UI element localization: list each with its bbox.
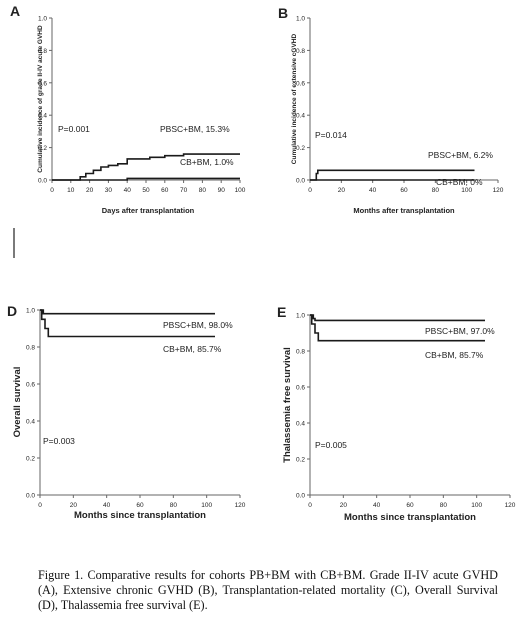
y-tick-label: 1.0 [38, 16, 47, 23]
series-line-2 [310, 314, 485, 342]
y-tick-label: 0.8 [296, 48, 305, 55]
series-line-2 [40, 309, 215, 338]
y-tick-label: 0.8 [296, 349, 305, 356]
y-tick-label: 0.6 [296, 385, 305, 392]
p-value-label: P=0.001 [58, 124, 90, 134]
x-axis-label: Days after transplantation [102, 206, 195, 215]
series-annotation: CB+BM, 0% [436, 177, 483, 187]
p-value-label: P=0.005 [315, 440, 347, 450]
y-tick-label: 0.2 [296, 457, 305, 464]
y-tick-label: 0.2 [296, 145, 305, 152]
chart-panel-b: B 0.0 0.2 0.4 0.6 0.8 1.0 0 20 40 60 80 100 120 Months… [278, 5, 504, 215]
x-tick-label: 80 [440, 502, 448, 509]
series-annotation: PBSC+BM, 6.2% [428, 150, 493, 160]
y-tick-label: 0.0 [38, 178, 47, 185]
y-tick-label: 1.0 [26, 308, 35, 315]
series-line-2 [52, 177, 240, 181]
series-annotation: PBSC+BM, 97.0% [425, 326, 495, 336]
x-tick-label: 80 [199, 187, 207, 194]
y-axis-label: Cumulative incidence of grade II-IV acut… [37, 25, 44, 173]
x-tick-label: 20 [338, 187, 346, 194]
y-tick-label: 0.0 [296, 493, 305, 500]
y-tick-label: 0.6 [296, 80, 305, 87]
x-tick-label: 90 [218, 187, 226, 194]
x-axis-label: Months since transplantation [344, 512, 476, 523]
x-tick-label: 40 [369, 187, 377, 194]
panel-letter: A [10, 3, 20, 19]
series-line-1 [52, 153, 240, 181]
x-tick-label: 120 [493, 187, 504, 194]
x-tick-label: 60 [400, 187, 408, 194]
series-annotation: PBSC+BM, 15.3% [160, 124, 230, 134]
x-tick-label: 20 [70, 502, 78, 509]
x-tick-label: 30 [105, 187, 113, 194]
chart-panel-e: E 0.0 0.2 0.4 0.6 0.8 1.0 0 20 40 60 80 100 120 Months… [277, 304, 516, 523]
y-tick-label: 0.8 [26, 345, 35, 352]
y-tick-label: 1.0 [296, 313, 305, 320]
figure-panels: A 0.0 0.2 0.4 0.6 0.8 1.0 0 10 20 30 40 50 60 70 80 90 10… [7, 3, 516, 523]
y-tick-label: 0.6 [26, 382, 35, 389]
x-tick-label: 50 [142, 187, 150, 194]
y-tick-label: 0.4 [296, 421, 305, 428]
x-tick-label: 20 [86, 187, 94, 194]
y-axis-label: Overall survival [12, 367, 23, 438]
series-line-1 [40, 309, 215, 315]
x-tick-label: 0 [50, 187, 54, 194]
x-tick-label: 40 [373, 502, 381, 509]
y-tick-label: 1.0 [296, 16, 305, 23]
chart-panel-d: D 0.0 0.2 0.4 0.6 0.8 1.0 0 20 40 60 80 100 120 Months… [7, 303, 246, 521]
x-tick-label: 100 [201, 502, 212, 509]
y-tick-label: 0.8 [38, 48, 47, 55]
x-tick-label: 100 [471, 502, 482, 509]
x-axis-label: Months since transplantation [74, 510, 206, 521]
series-annotation: CB+BM, 1.0% [180, 157, 234, 167]
x-tick-label: 0 [308, 502, 312, 509]
x-tick-label: 120 [505, 502, 516, 509]
x-tick-label: 10 [67, 187, 75, 194]
y-tick-label: 0.4 [38, 113, 47, 120]
x-tick-label: 0 [308, 187, 312, 194]
y-axis-label: Cumulative incidence of extensive cGVHD [291, 33, 298, 164]
p-value-label: P=0.014 [315, 130, 347, 140]
chart-panel-a: A 0.0 0.2 0.4 0.6 0.8 1.0 0 10 20 30 40 50 60 70 80 90 10… [10, 3, 246, 215]
y-tick-label: 0.2 [38, 145, 47, 152]
x-tick-label: 60 [136, 502, 144, 509]
x-tick-label: 20 [340, 502, 348, 509]
y-tick-label: 0.4 [296, 113, 305, 120]
panel-letter: E [277, 304, 286, 320]
series-annotation: CB+BM, 85.7% [425, 350, 484, 360]
y-tick-label: 0.0 [296, 178, 305, 185]
x-tick-label: 100 [461, 187, 472, 194]
x-tick-label: 60 [161, 187, 169, 194]
x-tick-label: 80 [170, 502, 178, 509]
x-tick-label: 80 [432, 187, 440, 194]
y-tick-label: 0.4 [26, 419, 35, 426]
y-axis-label: Thalassemia free survival [282, 347, 293, 463]
x-tick-label: 120 [235, 502, 246, 509]
panel-letter: B [278, 5, 288, 21]
x-tick-label: 60 [406, 502, 414, 509]
series-line-1 [310, 314, 485, 322]
y-tick-label: 0.6 [38, 80, 47, 87]
series-annotation: PBSC+BM, 98.0% [163, 320, 233, 330]
x-tick-label: 0 [38, 502, 42, 509]
x-tick-label: 40 [124, 187, 132, 194]
x-axis-label: Months after transplantation [353, 206, 455, 215]
y-tick-label: 0.2 [26, 456, 35, 463]
x-tick-label: 70 [180, 187, 188, 194]
x-tick-label: 40 [103, 502, 111, 509]
y-tick-label: 0.0 [26, 493, 35, 500]
figure-caption: Figure 1. Comparative results for cohort… [38, 568, 498, 612]
x-tick-label: 100 [235, 187, 246, 194]
panel-letter: D [7, 303, 17, 319]
p-value-label: P=0.003 [43, 436, 75, 446]
series-annotation: CB+BM, 85.7% [163, 344, 222, 354]
